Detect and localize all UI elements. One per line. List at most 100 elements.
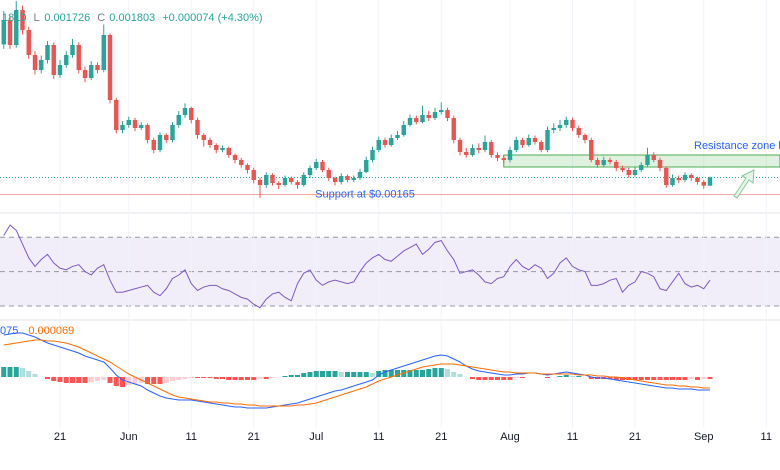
histogram-bar [113,377,119,386]
candle-body [432,112,438,118]
histogram-bar [413,370,419,377]
histogram-bar [13,367,19,377]
histogram-bar [501,377,507,380]
histogram-bar [282,376,288,377]
histogram-bar [338,372,344,377]
candle-body [582,135,588,140]
candle-body [195,120,200,135]
candle-body [276,183,281,185]
x-tick-label: 21 [54,431,66,443]
histogram-bar [307,372,313,377]
candle-body [414,118,419,122]
x-tick-label: 21 [629,431,641,443]
histogram-bar [632,377,638,380]
histogram-bar [201,377,207,378]
histogram-bar [695,377,700,380]
histogram-bar [132,377,138,384]
candle-body [151,140,156,150]
candle-body [70,45,75,55]
candle-body [307,168,313,175]
histogram-bar [332,371,338,377]
histogram-bar [507,377,513,380]
candle-body [45,45,50,60]
candle-body [51,45,56,75]
histogram-bar [407,370,413,377]
macd-line [3,332,710,409]
candle-body [264,175,269,185]
candle-body [507,150,513,160]
candle-body [289,178,294,182]
histogram-bar [226,377,232,380]
histogram-bar [57,377,63,382]
candle-body [514,140,519,150]
histogram-bar [263,377,269,379]
histogram-bar [288,375,294,377]
histogram-bar [513,377,519,378]
candle-body [607,160,613,162]
candle-body [282,178,288,185]
histogram-bar [295,375,300,377]
x-tick-label: Aug [500,431,520,443]
legend-text: 0.000069 [28,325,74,337]
candle-body [139,125,144,128]
histogram-bar [82,377,88,383]
candle-body [332,178,338,182]
candle-body [382,140,388,145]
candle-body [95,65,100,70]
histogram-bar [457,374,463,377]
histogram-bar [651,377,657,380]
candle-body [526,138,531,145]
candle-body [189,108,194,120]
candle-body [464,152,469,155]
x-tick-label: 11 [186,431,197,443]
candle-body [107,35,113,100]
histogram-bar [188,377,194,378]
histogram-bar [20,368,25,377]
histogram-bar [370,373,375,377]
histogram-bar [557,376,563,377]
arrow [733,169,755,199]
histogram-bar [382,370,388,377]
marks: Resistance zone be Support at $0.00165 21 J… [0,1,780,443]
histogram-bar [576,376,582,377]
histogram-bar [363,372,369,377]
candle-body [20,10,25,30]
histogram-bar [682,377,688,380]
candle-body [14,10,19,45]
histogram-bar [495,377,500,380]
histogram-bar [438,368,444,377]
candle-body [407,118,413,125]
candle-body [232,155,238,160]
histogram-bar [313,371,319,377]
histogram-bar [545,377,550,378]
x-tick-label: 11 [373,431,384,443]
candle-body [570,120,575,128]
candle-body [495,155,500,158]
candle-body [645,155,650,165]
candle-body [126,120,131,125]
histogram-bar [170,377,175,381]
candle-body [520,140,525,145]
histogram-bar [676,377,682,380]
candle-body [76,45,81,70]
candle-body [489,142,494,155]
histogram-bar [638,377,644,380]
histogram-bar [520,377,525,378]
candle-body [89,65,94,78]
histogram-bar [570,376,575,377]
histogram-bar [482,377,488,380]
legend-text: 075 [0,325,18,337]
candle-body [157,135,163,150]
candle-body [501,158,506,160]
histogram-bar [7,367,13,377]
candle-body [701,182,706,186]
histogram-bar [320,371,325,377]
histogram-bar [1,367,7,377]
histogram-bar [107,377,113,383]
candle-body [1,20,6,45]
header-close-label: C [97,12,105,24]
candle-body [39,60,44,70]
histogram-bar [257,377,263,379]
macd-line [3,339,710,407]
